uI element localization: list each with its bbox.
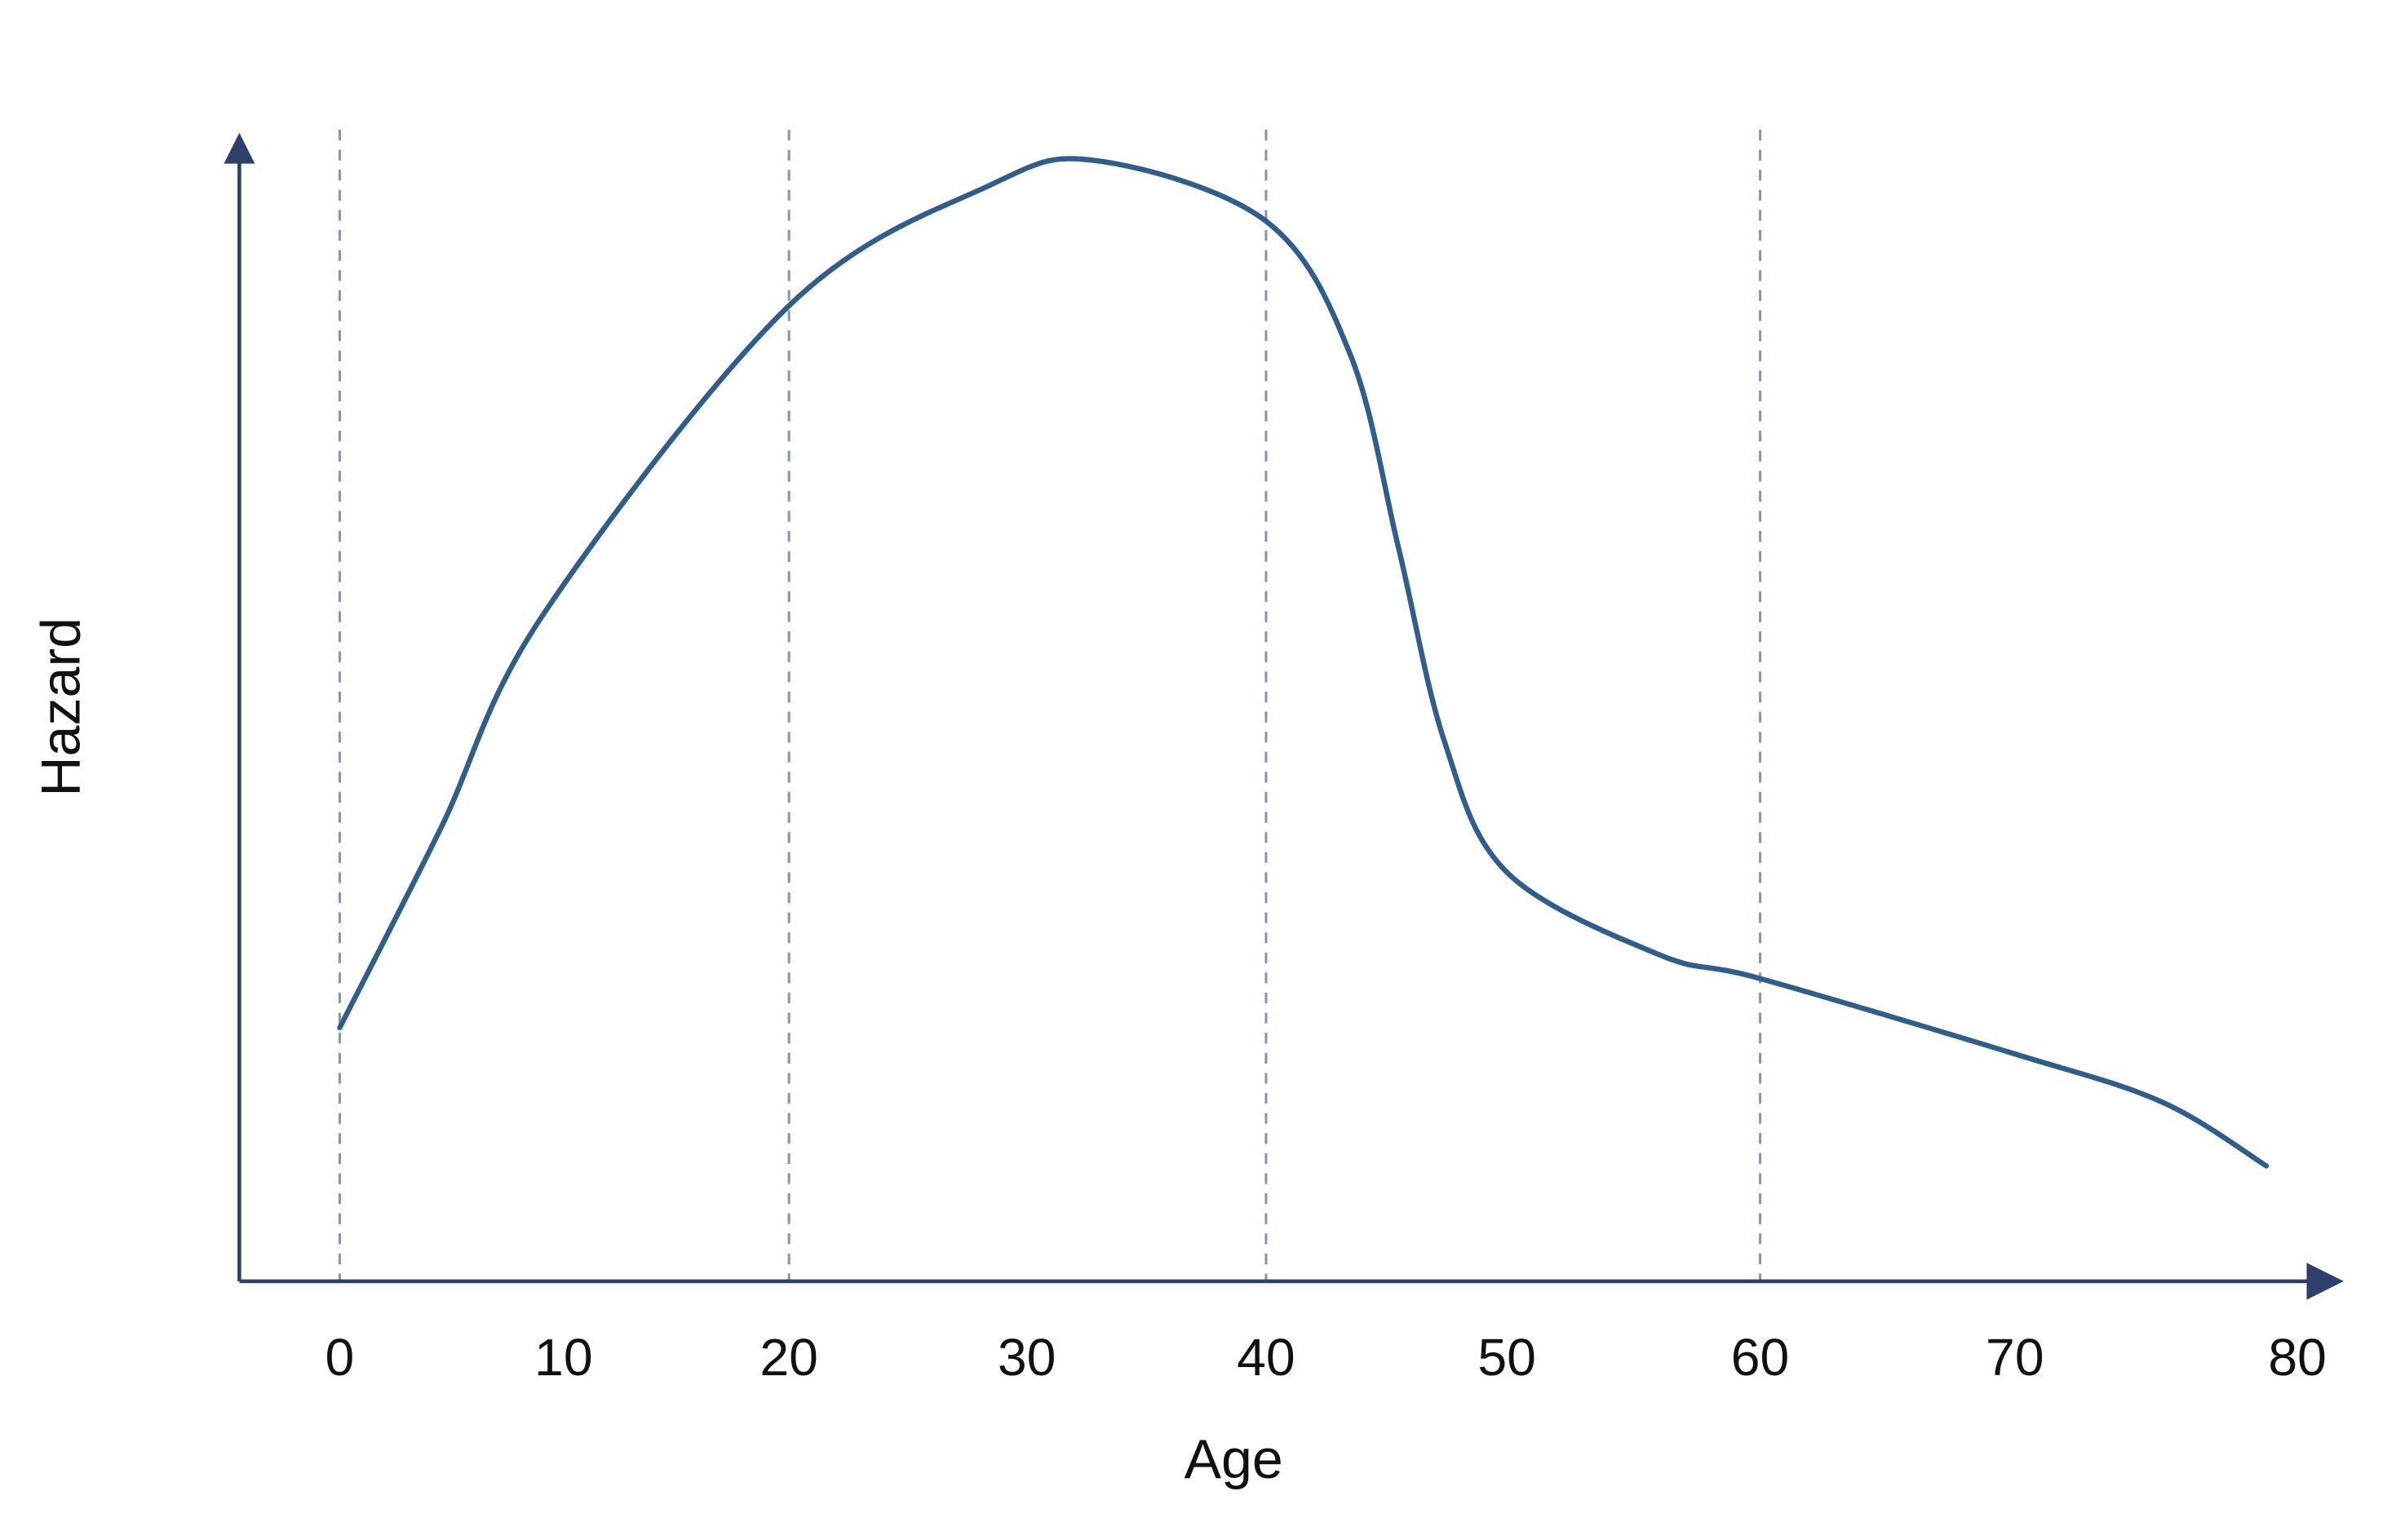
hazard-curve: [337, 156, 2270, 1169]
y-axis-arrow: [224, 132, 255, 164]
x-tick-label: 0: [326, 1328, 355, 1387]
x-tick-label: 70: [1986, 1328, 2044, 1387]
x-tick-label: 40: [1237, 1328, 1295, 1387]
x-axis-arrow: [2306, 1263, 2344, 1300]
x-tick-label: 20: [760, 1328, 818, 1387]
x-tick-label: 60: [1731, 1328, 1790, 1387]
x-axis-title: Age: [1185, 1428, 1283, 1490]
x-tick-label: 30: [998, 1328, 1056, 1387]
y-axis-title: Hazard: [30, 617, 92, 797]
x-tick-label: 80: [2268, 1328, 2327, 1387]
x-tick-label: 10: [534, 1328, 593, 1387]
x-tick-label: 50: [1477, 1328, 1536, 1387]
